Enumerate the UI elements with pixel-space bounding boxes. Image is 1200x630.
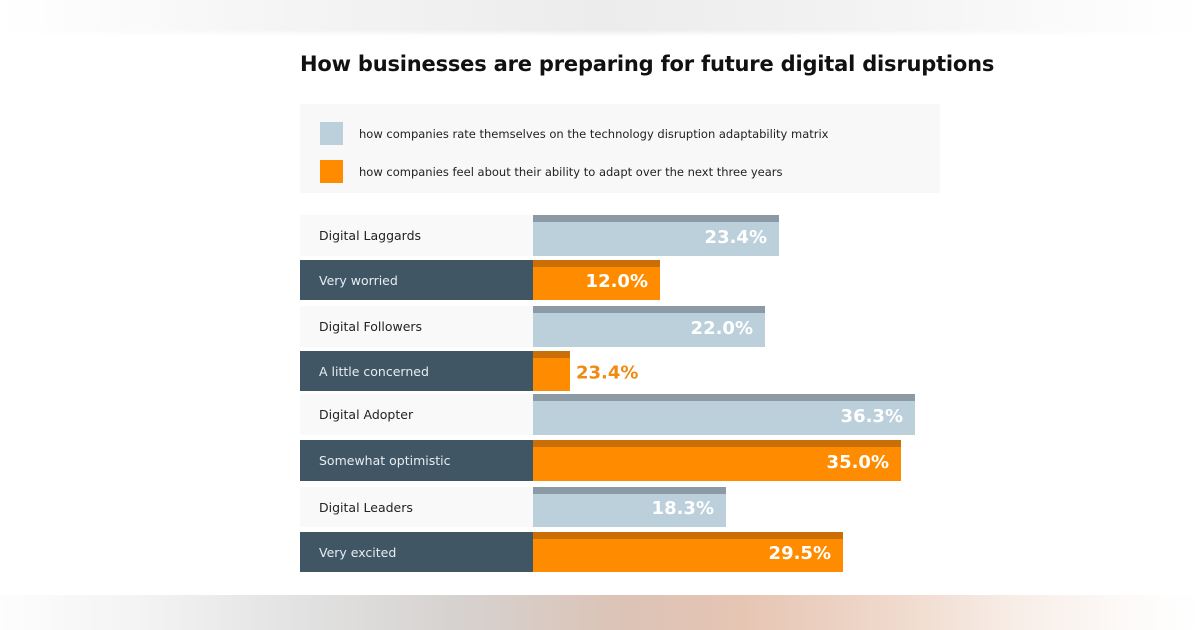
bar-value: 35.0% bbox=[826, 451, 889, 473]
bar: 29.5% bbox=[533, 532, 843, 572]
bar: 22.0% bbox=[533, 306, 765, 347]
bar-value: 22.0% bbox=[690, 317, 753, 339]
bar-row-very-worried: Very worried 12.0% bbox=[300, 260, 940, 300]
bar-value: 18.3% bbox=[651, 498, 714, 519]
bar: 12.0% bbox=[533, 260, 660, 300]
category-label: Very excited bbox=[300, 532, 533, 572]
bar-chart: Digital Laggards 23.4% Very worried 12.0… bbox=[300, 0, 940, 630]
bar-row-digital-leaders: Digital Leaders 18.3% bbox=[300, 487, 940, 527]
bar: 35.0% bbox=[533, 440, 901, 481]
bar-value: 36.3% bbox=[840, 405, 903, 427]
category-label: Digital Followers bbox=[300, 306, 533, 347]
bar-value: 12.0% bbox=[585, 271, 648, 292]
category-label: Digital Adopter bbox=[300, 394, 533, 435]
bar: 18.3% bbox=[533, 487, 726, 527]
legend-label: how companies feel about their ability t… bbox=[359, 164, 783, 179]
bar-value: 29.5% bbox=[768, 543, 831, 564]
category-label: Digital Leaders bbox=[300, 487, 533, 527]
bar-row-a-little-concerned: A little concerned 23.4% bbox=[300, 351, 940, 391]
category-label: A little concerned bbox=[300, 351, 533, 391]
category-label: Somewhat optimistic bbox=[300, 440, 533, 481]
bar-row-digital-adopter: Digital Adopter 36.3% bbox=[300, 394, 940, 435]
bar-row-digital-laggards: Digital Laggards 23.4% bbox=[300, 215, 940, 256]
bar-row-very-excited: Very excited 29.5% bbox=[300, 532, 940, 572]
legend-swatch-light-blue bbox=[320, 122, 343, 145]
top-background-fade bbox=[0, 0, 1200, 36]
bar-value: 23.4% bbox=[704, 226, 767, 248]
bottom-background-fade bbox=[0, 595, 1200, 630]
legend-item-adapt-feeling: how companies feel about their ability t… bbox=[320, 160, 782, 183]
bar: 23.4% bbox=[533, 351, 638, 391]
bar: 23.4% bbox=[533, 215, 779, 256]
category-label: Digital Laggards bbox=[300, 215, 533, 256]
bar-row-digital-followers: Digital Followers 22.0% bbox=[300, 306, 940, 347]
chart-title: How businesses are preparing for future … bbox=[300, 52, 995, 76]
bar-value: 23.4% bbox=[576, 361, 639, 383]
bar-row-somewhat-optimistic: Somewhat optimistic 35.0% bbox=[300, 440, 940, 481]
legend-item-self-rating: how companies rate themselves on the tec… bbox=[320, 122, 828, 145]
chart-legend: how companies rate themselves on the tec… bbox=[300, 104, 940, 193]
legend-swatch-orange bbox=[320, 160, 343, 183]
category-label: Very worried bbox=[300, 260, 533, 300]
legend-label: how companies rate themselves on the tec… bbox=[359, 126, 829, 141]
bar: 36.3% bbox=[533, 394, 915, 435]
